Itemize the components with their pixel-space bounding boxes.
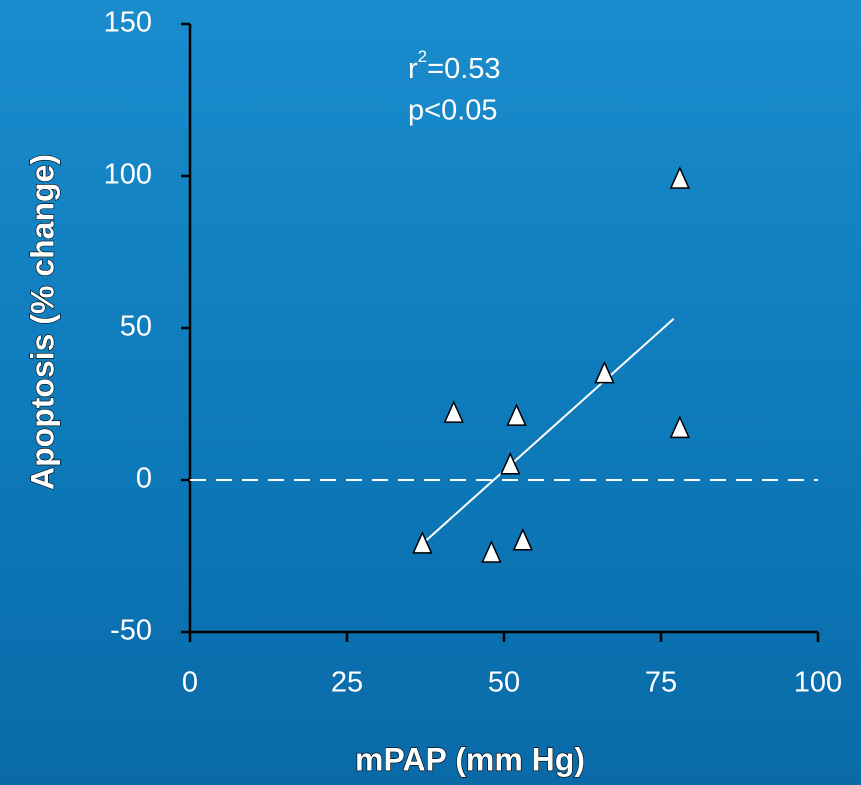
point xyxy=(481,540,502,563)
y-tick-label: 150 xyxy=(104,7,152,39)
r2-base: r xyxy=(408,53,418,85)
point xyxy=(594,360,615,384)
y-tick-label: 50 xyxy=(120,311,152,343)
point xyxy=(443,400,464,423)
r2-annotation: r2=0.53 xyxy=(408,47,501,84)
x-tick-label: 25 xyxy=(331,667,363,699)
r2-value: =0.53 xyxy=(427,53,500,85)
x-tick-label: 75 xyxy=(645,667,677,699)
y-tick-label: 100 xyxy=(104,159,152,191)
regression-line xyxy=(421,318,675,545)
y-axis-title: Apoptosis (% change) xyxy=(24,154,60,490)
point xyxy=(412,531,433,554)
x-tick-label: 0 xyxy=(182,667,198,699)
x-tick-label: 100 xyxy=(794,667,842,699)
point xyxy=(500,451,521,475)
p-annotation: p<0.05 xyxy=(408,95,498,127)
x-tick-label: 50 xyxy=(488,667,520,699)
x-axis-title: mPAP (mm Hg) xyxy=(355,741,585,777)
point xyxy=(506,403,527,426)
point xyxy=(669,415,690,439)
y-tick-label: 0 xyxy=(136,463,152,495)
y-tick-label: -50 xyxy=(110,615,152,647)
point xyxy=(669,166,690,189)
r2-sup: 2 xyxy=(418,47,427,66)
point xyxy=(512,527,533,551)
